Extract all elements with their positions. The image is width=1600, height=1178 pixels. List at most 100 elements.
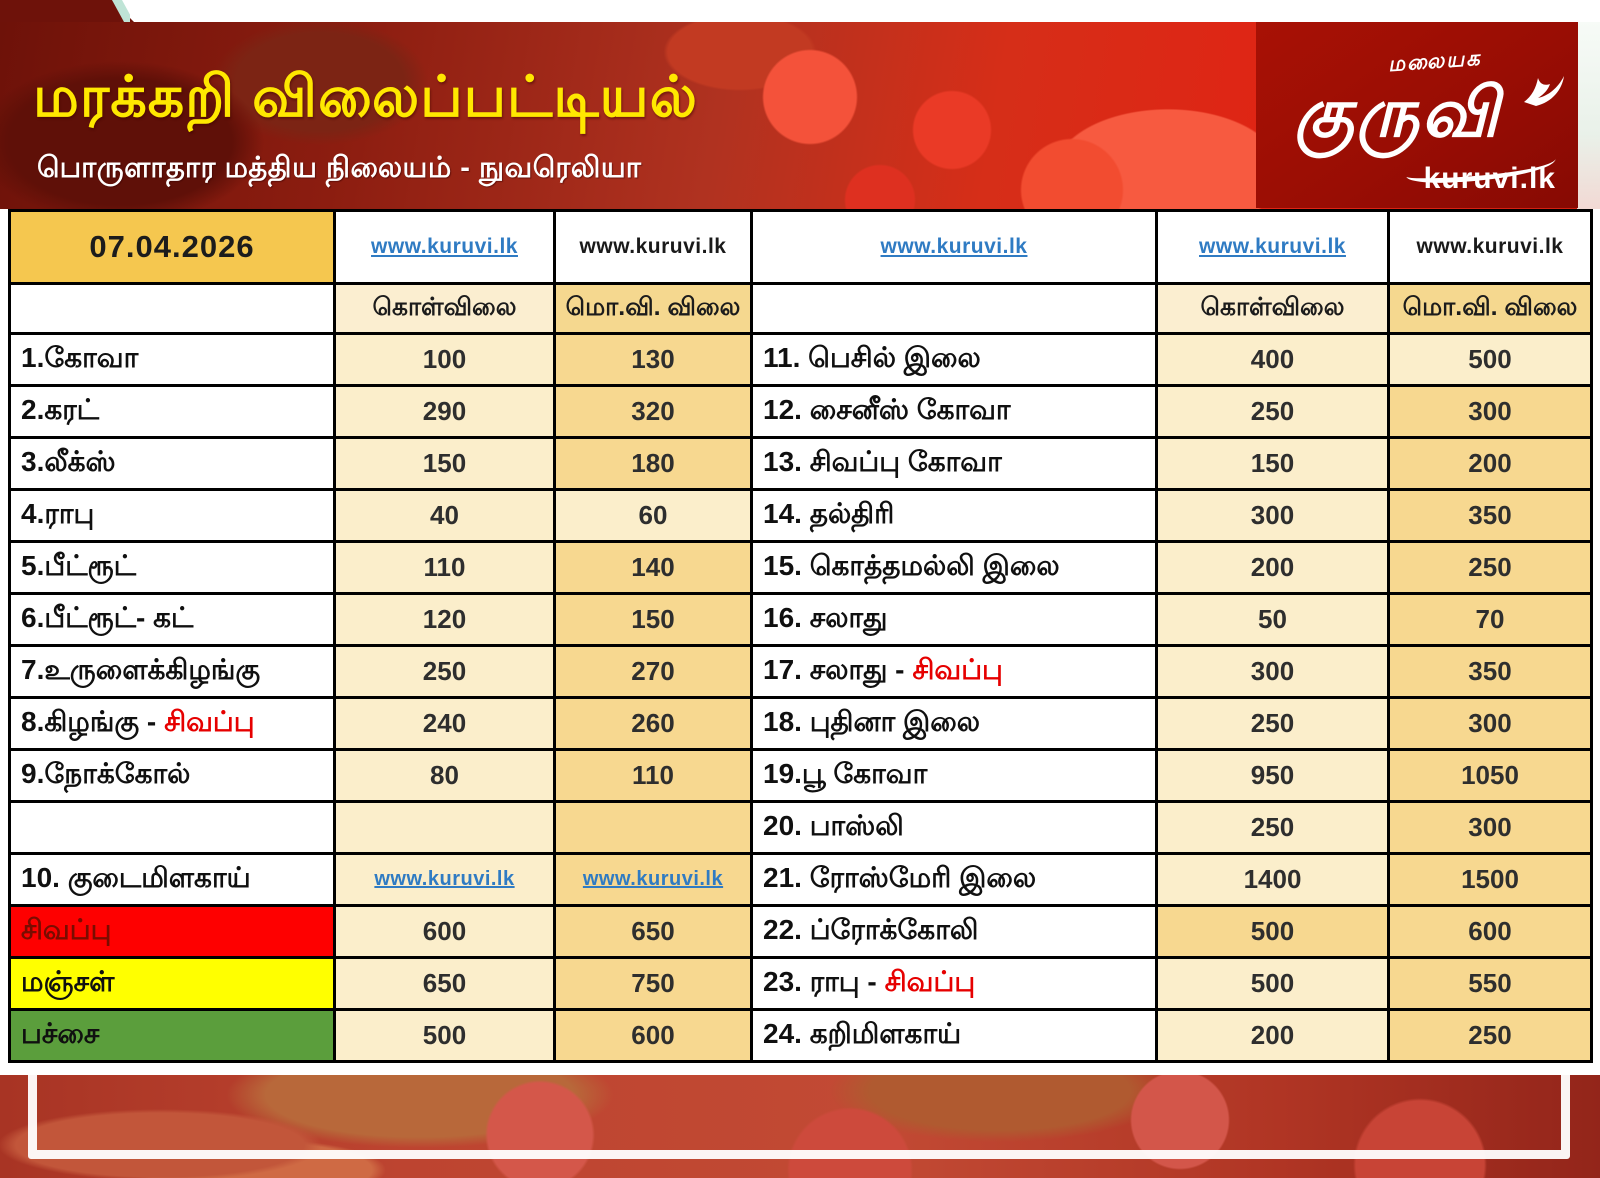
price-buy-cell: 290 xyxy=(336,387,556,439)
price-buy-cell: 400 xyxy=(1158,335,1390,387)
item-name-cell: 8.கிழங்கு - சிவப்பு xyxy=(11,699,336,751)
price-sell-cell: 500 xyxy=(1390,335,1593,387)
price-buy-cell: 500 xyxy=(336,1011,556,1063)
price-sell-cell: 150 xyxy=(556,595,753,647)
item-name-cell: 18. புதினா இலை xyxy=(753,699,1158,751)
price-buy-cell: 120 xyxy=(336,595,556,647)
item-name-cell: 20. பாஸ்லி xyxy=(753,803,1158,855)
item-name-cell: 1.கோவா xyxy=(11,335,336,387)
item-name: 16. சலாது xyxy=(763,601,888,633)
price-sell-cell: 300 xyxy=(1390,803,1593,855)
price-sell-cell: 260 xyxy=(556,699,753,751)
price-buy-cell: www.kuruvi.lk xyxy=(336,855,556,907)
price-buy-cell: 950 xyxy=(1158,751,1390,803)
item-name: 19.பூ கோவா xyxy=(763,757,928,789)
item-name-cell xyxy=(11,803,336,855)
col-header-buy: கொள்விலை xyxy=(336,285,556,335)
site-link[interactable]: www.kuruvi.lk xyxy=(374,868,515,890)
price-sell-cell: 1050 xyxy=(1390,751,1593,803)
corner-wedge-decoration xyxy=(0,0,134,22)
price-sell-cell: www.kuruvi.lk xyxy=(556,855,753,907)
item-name: 7.உருளைக்கிழங்கு xyxy=(21,653,261,685)
price-sell-cell: 180 xyxy=(556,439,753,491)
price-sell-cell: 130 xyxy=(556,335,753,387)
price-buy-cell: 650 xyxy=(336,959,556,1011)
brand-logo: மலையக குருவி kuruvi.lk xyxy=(1256,22,1578,208)
item-name: 5.பீட்ரூட் xyxy=(21,549,137,581)
item-name: 14. தல்திரி xyxy=(763,497,895,529)
price-buy-cell: 250 xyxy=(1158,387,1390,439)
item-name: சிவப்பு xyxy=(21,913,112,945)
site-link: www.kuruvi.lk xyxy=(1416,235,1564,258)
item-name: 17. சலாது - xyxy=(763,653,905,685)
price-buy-cell: 500 xyxy=(1158,959,1390,1011)
item-name: பச்சை xyxy=(21,1017,100,1049)
item-name-red-suffix: சிவப்பு xyxy=(912,653,1003,685)
item-name-cell: 22. ப்ரோக்கோலி xyxy=(753,907,1158,959)
site-link-cell: www.kuruvi.lk xyxy=(556,212,753,285)
item-name-cell: 5.பீட்ரூட் xyxy=(11,543,336,595)
price-sell-cell: 250 xyxy=(1390,1011,1593,1063)
site-link[interactable]: www.kuruvi.lk xyxy=(1199,235,1346,258)
item-name-cell: 15. கொத்தமல்லி இலை xyxy=(753,543,1158,595)
logo-script-text: குருவி xyxy=(1294,75,1501,151)
item-name-red-suffix: சிவப்பு xyxy=(164,705,255,737)
site-link[interactable]: www.kuruvi.lk xyxy=(582,868,724,890)
price-buy-cell: 150 xyxy=(336,439,556,491)
bird-icon xyxy=(1524,76,1564,106)
price-sell-cell: 70 xyxy=(1390,595,1593,647)
price-buy-cell: 300 xyxy=(1158,647,1390,699)
footer xyxy=(0,1063,1600,1178)
item-name: 13. சிவப்பு கோவா xyxy=(763,445,1002,477)
item-name-cell: 2.கரட் xyxy=(11,387,336,439)
item-name: 9.நோக்கோல் xyxy=(21,757,191,789)
header-right-fade xyxy=(1577,22,1600,209)
item-name: 2.கரட் xyxy=(21,393,100,425)
footer-photo-band xyxy=(0,1075,1600,1178)
col-header-buy: கொள்விலை xyxy=(1158,285,1390,335)
price-buy-cell xyxy=(336,803,556,855)
item-name: மஞ்சள் xyxy=(21,965,115,997)
site-link[interactable]: www.kuruvi.lk xyxy=(880,235,1028,258)
price-sell-cell: 110 xyxy=(556,751,753,803)
price-table: 07.04.2026 www.kuruvi.lk www.kuruvi.lk www.… xyxy=(8,209,1593,1063)
price-sell-cell xyxy=(556,803,753,855)
date-cell: 07.04.2026 xyxy=(11,212,336,285)
price-buy-cell: 300 xyxy=(1158,491,1390,543)
item-name-cell: 17. சலாது - சிவப்பு xyxy=(753,647,1158,699)
site-link[interactable]: www.kuruvi.lk xyxy=(371,235,518,258)
item-name: 18. புதினா இலை xyxy=(763,705,981,737)
price-sell-cell: 550 xyxy=(1390,959,1593,1011)
item-name: 1.கோவா xyxy=(21,341,139,373)
item-name: 12. சைனீஸ் கோவா xyxy=(763,393,1011,425)
footer-frame-decoration xyxy=(28,1075,1570,1159)
price-buy-cell: 250 xyxy=(1158,803,1390,855)
price-buy-cell: 100 xyxy=(336,335,556,387)
item-name-cell: பச்சை xyxy=(11,1011,336,1063)
item-name-cell: 24. கறிமிளகாய் xyxy=(753,1011,1158,1063)
item-name: 22. ப்ரோக்கோலி xyxy=(763,913,979,945)
price-buy-cell: 250 xyxy=(1158,699,1390,751)
item-name-cell: 23. ராபு - சிவப்பு xyxy=(753,959,1158,1011)
price-buy-cell: 200 xyxy=(1158,543,1390,595)
top-white-strip xyxy=(0,0,1600,22)
col-header-spacer xyxy=(753,285,1158,335)
price-sell-cell: 300 xyxy=(1390,699,1593,751)
item-name: 11. பெசில் இலை xyxy=(763,341,981,373)
site-link-cell: www.kuruvi.lk xyxy=(1158,212,1390,285)
price-sell-cell: 250 xyxy=(1390,543,1593,595)
item-name-cell: மஞ்சள் xyxy=(11,959,336,1011)
price-sell-cell: 600 xyxy=(556,1011,753,1063)
item-name-cell: 6.பீட்ரூட்- கட் xyxy=(11,595,336,647)
site-link-cell: www.kuruvi.lk xyxy=(753,212,1158,285)
price-buy-cell: 200 xyxy=(1158,1011,1390,1063)
site-link-cell: www.kuruvi.lk xyxy=(1390,212,1593,285)
col-header-spacer xyxy=(11,285,336,335)
price-sell-cell: 140 xyxy=(556,543,753,595)
item-name: 24. கறிமிளகாய் xyxy=(763,1017,962,1049)
item-name-cell: 3.லீக்ஸ் xyxy=(11,439,336,491)
item-name-cell: 11. பெசில் இலை xyxy=(753,335,1158,387)
item-name-cell: 19.பூ கோவா xyxy=(753,751,1158,803)
item-name: 20. பாஸ்லி xyxy=(763,809,904,841)
